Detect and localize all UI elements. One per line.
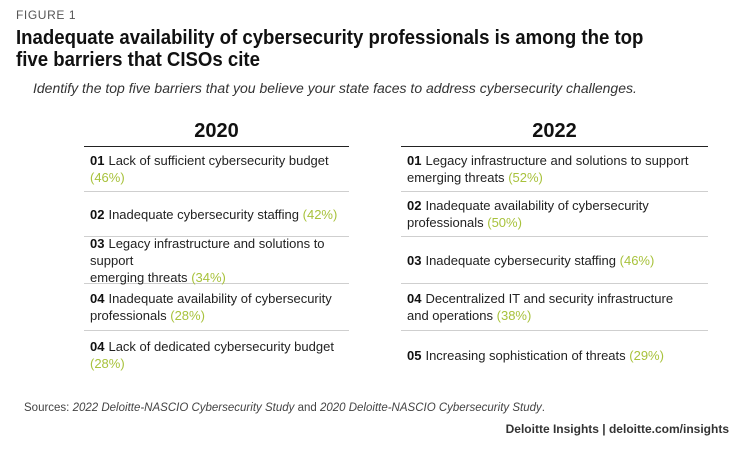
barrier-text: 02 Inadequate availability of cybersecuri… bbox=[401, 197, 708, 231]
barrier-percent: (46%) bbox=[90, 170, 125, 185]
rank-number: 01 bbox=[90, 153, 105, 168]
barrier-percent: (34%) bbox=[191, 269, 226, 285]
barrier-percent: (38%) bbox=[496, 308, 532, 323]
sources-note: Sources: 2022 Deloitte-NASCIO Cybersecur… bbox=[24, 402, 545, 414]
barrier-text: 03 Inadequate cybersecurity staffing (46%… bbox=[401, 252, 708, 269]
barrier-text: 02 Inadequate cybersecurity staffing (42%… bbox=[84, 206, 349, 223]
barrier-row: 04 Decentralized IT and security infrastr… bbox=[401, 284, 708, 331]
barrier-label: Inadequate cybersecurity staffing bbox=[425, 252, 617, 268]
rank-number: 05 bbox=[407, 347, 422, 363]
barrier-percent: (50%) bbox=[487, 215, 522, 230]
barrier-percent: (52%) bbox=[508, 170, 543, 185]
barrier-row: 03 Inadequate cybersecurity staffing (46%… bbox=[401, 237, 708, 284]
figure-label: FIGURE 1 bbox=[16, 8, 77, 22]
barrier-text: 01 Lack of sufficient cybersecurity budge… bbox=[84, 152, 349, 186]
rank-number: 04 bbox=[90, 291, 105, 306]
barrier-label: Increasing sophistication of threats bbox=[425, 347, 626, 363]
barrier-row: 01 Legacy infrastructure and solutions to… bbox=[401, 147, 708, 192]
rank-number: 02 bbox=[407, 198, 422, 213]
barrier-label-continued: and operations bbox=[407, 308, 494, 323]
column-header-2022: 2022 bbox=[401, 116, 708, 147]
barrier-text: 01 Legacy infrastructure and solutions to… bbox=[401, 152, 708, 186]
rank-number: 03 bbox=[407, 252, 422, 268]
rank-number: 04 bbox=[407, 291, 422, 306]
sources-suffix: . bbox=[541, 402, 545, 414]
barrier-label-continued: professionals bbox=[407, 215, 484, 230]
barrier-list-2022: 01 Legacy infrastructure and solutions to… bbox=[401, 147, 708, 379]
sources-and: and bbox=[294, 402, 320, 414]
barrier-label-continued: professionals bbox=[90, 308, 167, 323]
barrier-label: Inadequate cybersecurity staffing bbox=[108, 206, 300, 222]
barrier-list-2020: 01 Lack of sufficient cybersecurity budge… bbox=[84, 147, 349, 379]
barrier-text: 04 Inadequate availability of cybersecuri… bbox=[84, 290, 349, 324]
barrier-row: 05 Increasing sophistication of threats (… bbox=[401, 331, 708, 379]
barrier-text: 05 Increasing sophistication of threats (… bbox=[401, 347, 708, 364]
rank-number: 01 bbox=[407, 153, 422, 168]
barrier-row: 02 Inadequate availability of cybersecuri… bbox=[401, 192, 708, 237]
rank-number: 03 bbox=[90, 235, 105, 251]
figure-subtitle: Identify the top five barriers that you … bbox=[33, 80, 637, 96]
brand-footer: Deloitte Insights | deloitte.com/insight… bbox=[505, 422, 729, 436]
barrier-percent: (42%) bbox=[302, 206, 338, 222]
barrier-label: Inadequate availability of cybersecurity bbox=[425, 198, 649, 213]
barrier-text: 03 Legacy infrastructure and solutions to… bbox=[84, 235, 349, 286]
barrier-text: 04 Lack of dedicated cybersecurity budget… bbox=[84, 338, 349, 372]
barrier-label: Legacy infrastructure and solutions to s… bbox=[425, 153, 689, 168]
barrier-percent: (46%) bbox=[619, 252, 655, 268]
barrier-row: 04 Inadequate availability of cybersecuri… bbox=[84, 284, 349, 331]
barrier-label: Legacy infrastructure and solutions to s… bbox=[90, 235, 325, 268]
barrier-row: 01 Lack of sufficient cybersecurity budge… bbox=[84, 147, 349, 192]
barrier-row: 02 Inadequate cybersecurity staffing (42%… bbox=[84, 192, 349, 237]
column-2022: 2022 01 Legacy infrastructure and solutio… bbox=[401, 116, 708, 379]
barrier-percent: (28%) bbox=[170, 308, 205, 323]
column-header-2020: 2020 bbox=[84, 116, 349, 147]
barrier-label: Decentralized IT and security infrastruc… bbox=[425, 291, 674, 306]
rank-number: 02 bbox=[90, 206, 105, 222]
sources-prefix: Sources: bbox=[24, 402, 73, 414]
barrier-row: 03 Legacy infrastructure and solutions to… bbox=[84, 235, 349, 286]
barrier-percent: (29%) bbox=[629, 347, 664, 363]
column-2020: 2020 01 Lack of sufficient cybersecurity … bbox=[84, 116, 349, 379]
barrier-percent: (28%) bbox=[90, 356, 125, 371]
barrier-row: 04 Lack of dedicated cybersecurity budget… bbox=[84, 331, 349, 379]
figure-title: Inadequate availability of cybersecurity… bbox=[16, 27, 644, 71]
source-study-2022: 2022 Deloitte-NASCIO Cybersecurity Study bbox=[72, 402, 295, 414]
barrier-label-continued: emerging threats bbox=[90, 269, 188, 285]
rank-number: 04 bbox=[90, 339, 105, 354]
barrier-text: 04 Decentralized IT and security infrastr… bbox=[401, 290, 708, 324]
barrier-label: Lack of dedicated cybersecurity budget bbox=[108, 339, 334, 354]
source-study-2020: 2020 Deloitte-NASCIO Cybersecurity Study bbox=[319, 402, 542, 414]
barrier-label: Lack of sufficient cybersecurity budget bbox=[108, 153, 329, 168]
barrier-label: Inadequate availability of cybersecurity bbox=[108, 291, 332, 306]
barrier-label-continued: emerging threats bbox=[407, 170, 505, 185]
